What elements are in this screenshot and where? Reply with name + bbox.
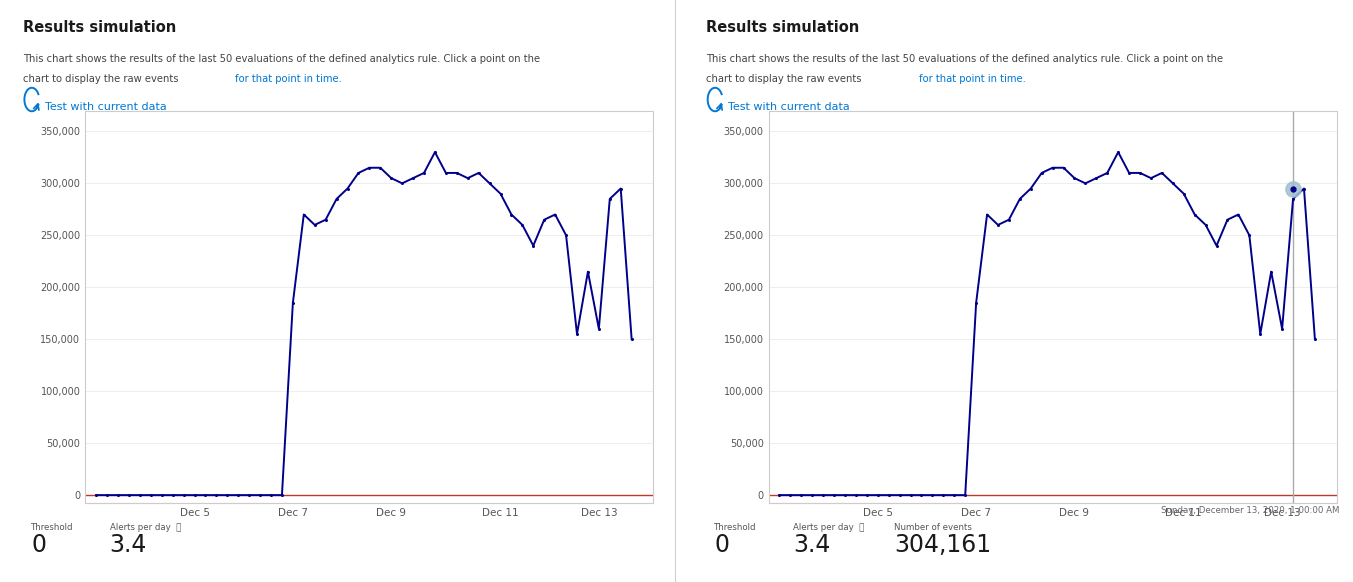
Text: Results simulation: Results simulation [23,20,176,36]
Text: for that point in time.: for that point in time. [919,74,1026,84]
Text: 304,161: 304,161 [894,533,992,557]
Text: Results simulation: Results simulation [706,20,859,36]
Text: 0: 0 [714,533,729,557]
Text: Threshold: Threshold [714,523,756,531]
Text: Test with current data: Test with current data [45,102,166,112]
Text: Threshold: Threshold [31,523,73,531]
Text: for that point in time.: for that point in time. [235,74,342,84]
Text: 3.4: 3.4 [110,533,147,557]
Text: Number of events: Number of events [894,523,973,531]
Text: Sunday, December 13, 2020, 1:00:00 AM: Sunday, December 13, 2020, 1:00:00 AM [1161,506,1339,515]
Text: This chart shows the results of the last 50 evaluations of the defined analytics: This chart shows the results of the last… [23,54,540,63]
Text: 0: 0 [31,533,46,557]
Text: chart to display the raw events: chart to display the raw events [706,74,865,84]
Text: chart to display the raw events: chart to display the raw events [23,74,181,84]
Text: Test with current data: Test with current data [728,102,850,112]
Text: Alerts per day  ⓘ: Alerts per day ⓘ [110,523,181,531]
Text: 3.4: 3.4 [793,533,831,557]
Text: Alerts per day  ⓘ: Alerts per day ⓘ [793,523,865,531]
Text: This chart shows the results of the last 50 evaluations of the defined analytics: This chart shows the results of the last… [706,54,1223,63]
